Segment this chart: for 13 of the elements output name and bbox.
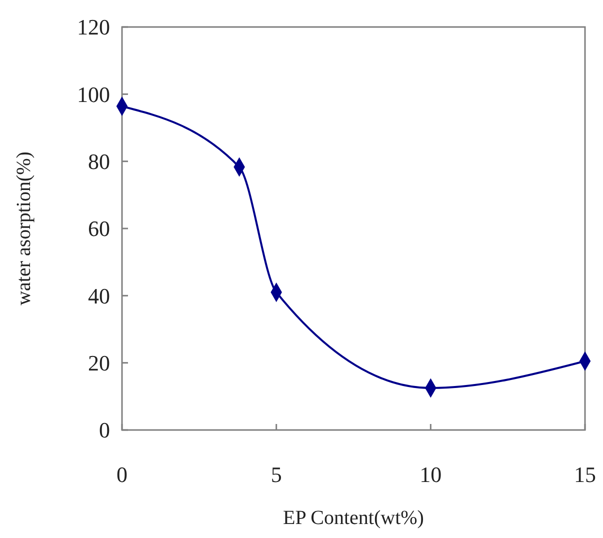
y-axis-title: water asorption(%) bbox=[13, 152, 35, 306]
y-tick-label: 100 bbox=[77, 82, 110, 107]
x-tick-label: 10 bbox=[420, 462, 442, 487]
y-tick-label: 60 bbox=[88, 216, 110, 242]
y-tick-label: 120 bbox=[77, 14, 110, 40]
x-axis-title: EP Content(wt%) bbox=[283, 507, 424, 529]
x-tick-label: 0 bbox=[116, 462, 128, 487]
y-tick-label: 80 bbox=[88, 149, 110, 174]
y-tick-label: 0 bbox=[99, 418, 110, 443]
x-tick-label: 5 bbox=[270, 462, 282, 487]
y-tick-label: 40 bbox=[88, 283, 110, 308]
x-tick-label: 15 bbox=[574, 462, 596, 487]
y-tick-label: 20 bbox=[88, 350, 110, 376]
